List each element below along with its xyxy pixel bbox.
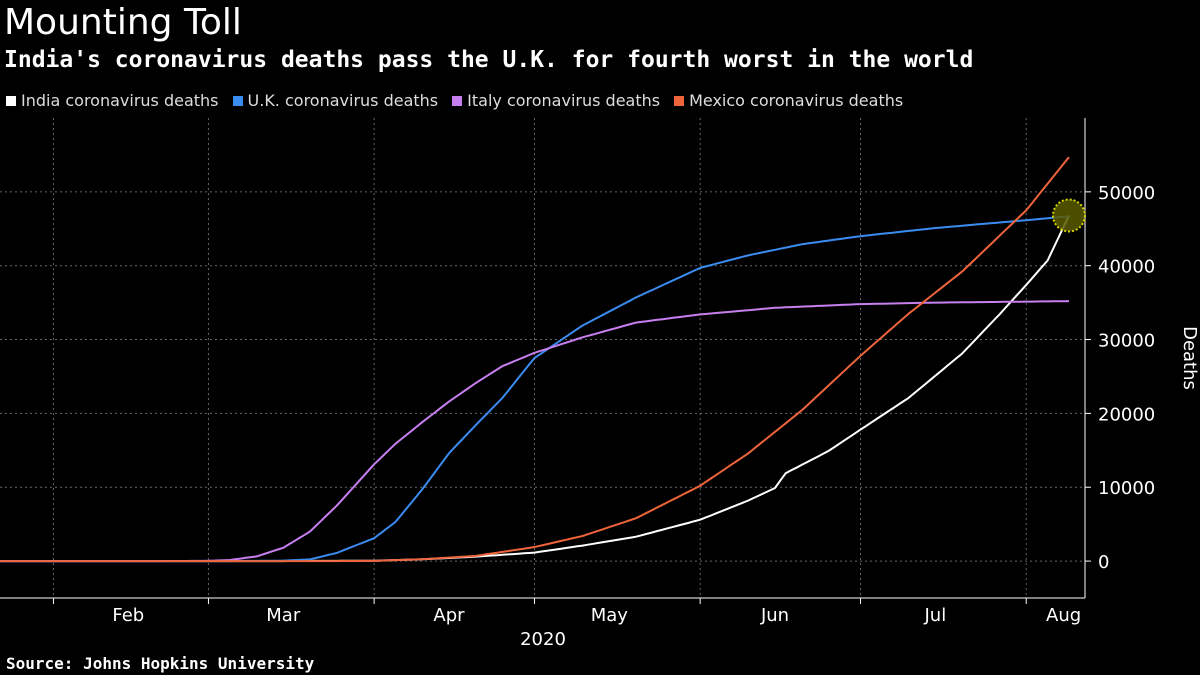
legend-item-india: India coronavirus deaths (6, 90, 219, 112)
x-tick-label: Apr (433, 605, 465, 626)
x-tick-label: May (591, 605, 629, 626)
y-tick-label: 40000 (1098, 257, 1155, 278)
legend-swatch-mexico (674, 96, 685, 106)
x-tick-label: Jul (923, 605, 946, 626)
legend-item-uk: U.K. coronavirus deaths (232, 90, 439, 112)
legend-label-mexico: Mexico coronavirus deaths (689, 91, 904, 110)
x-tick-label: Mar (266, 605, 301, 626)
x-tick-label: Aug (1046, 605, 1081, 626)
chart-title: Mounting Toll (4, 2, 242, 43)
legend-item-mexico: Mexico coronavirus deaths (674, 90, 903, 112)
x-tick-label: Jun (760, 605, 789, 626)
y-tick-label: 20000 (1098, 404, 1155, 425)
legend-label-india: India coronavirus deaths (21, 91, 219, 110)
legend-item-italy: Italy coronavirus deaths (452, 90, 660, 112)
x-tick-label: Feb (112, 605, 144, 626)
y-tick-label: 30000 (1098, 331, 1155, 352)
legend-swatch-italy (452, 96, 463, 106)
highlight-marker (1051, 198, 1086, 233)
legend-label-italy: Italy coronavirus deaths (467, 91, 661, 110)
legend-label-uk: U.K. coronavirus deaths (247, 91, 439, 110)
series-line-italy (0, 300, 1070, 563)
series-line-mexico (0, 156, 1070, 563)
y-tick-label: 10000 (1098, 478, 1155, 499)
x-axis-title: 2020 (520, 629, 566, 650)
chart-subtitle: India's coronavirus deaths pass the U.K.… (4, 47, 974, 73)
y-tick-label: 0 (1098, 552, 1109, 573)
legend-swatch-india (6, 96, 16, 106)
y-axis-title: Deaths (1179, 326, 1200, 390)
legend-swatch-uk (232, 96, 243, 106)
y-tick-label: 50000 (1098, 183, 1155, 204)
chart-legend: India coronavirus deaths U.K. coronaviru… (6, 90, 903, 112)
source-note: Source: Johns Hopkins University (6, 654, 315, 673)
